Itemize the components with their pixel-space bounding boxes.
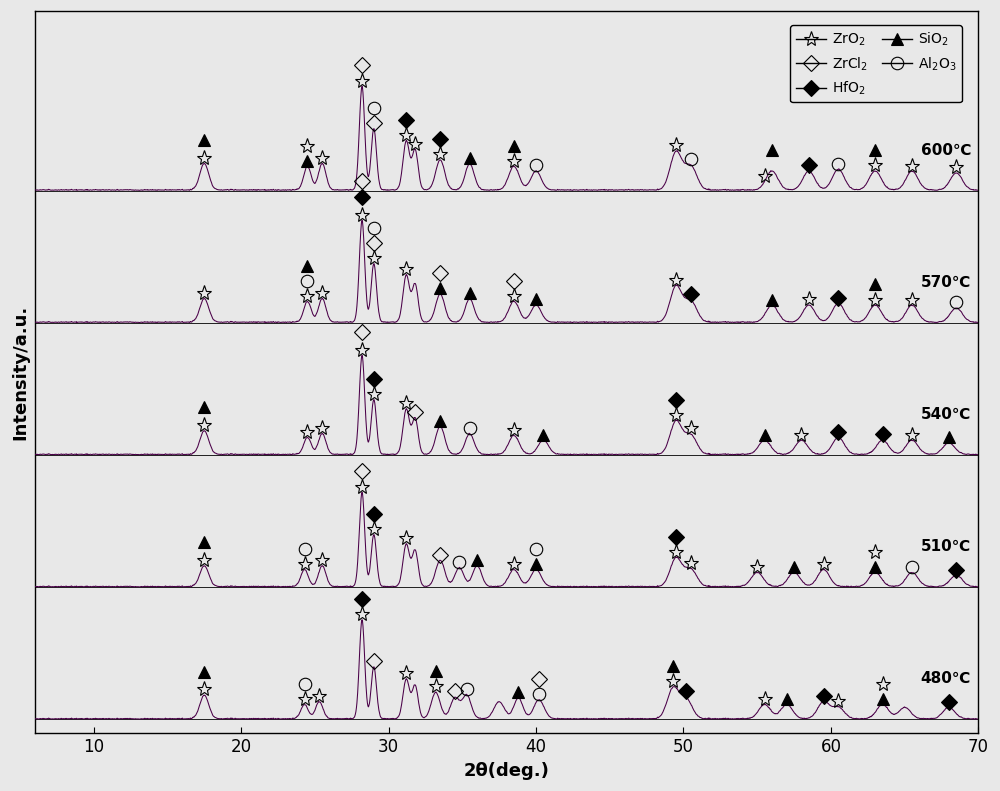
- Y-axis label: Intensity/a.u.: Intensity/a.u.: [11, 305, 29, 440]
- Text: 480℃: 480℃: [921, 672, 971, 687]
- Text: 510℃: 510℃: [921, 539, 971, 554]
- Text: 570℃: 570℃: [921, 274, 971, 290]
- Legend: ZrO$_2$, ZrCl$_2$, HfO$_2$, SiO$_2$, Al$_2$O$_3$: ZrO$_2$, ZrCl$_2$, HfO$_2$, SiO$_2$, Al$…: [790, 25, 962, 103]
- Text: 540℃: 540℃: [921, 407, 971, 422]
- X-axis label: 2θ(deg.): 2θ(deg.): [464, 762, 549, 780]
- Text: 600℃: 600℃: [921, 142, 971, 157]
